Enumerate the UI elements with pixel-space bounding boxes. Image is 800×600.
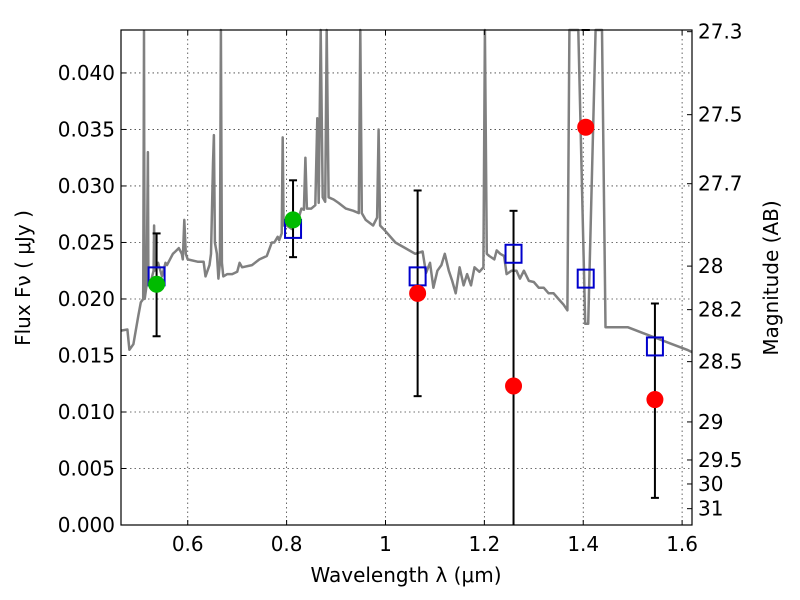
y-tick-label: 0.025 xyxy=(58,230,115,254)
y-tick-label: 0.040 xyxy=(58,61,115,85)
square-marker xyxy=(504,243,523,264)
right-tick-label: 27.7 xyxy=(698,172,743,196)
y-tick-label: 0.000 xyxy=(58,513,115,537)
right-tick-label: 29.5 xyxy=(698,448,743,472)
x-axis-ticks: 0.6 0.8 1 1.2 1.4 1.6 xyxy=(172,30,698,556)
circle-marker xyxy=(577,118,595,136)
circle-marker xyxy=(646,391,664,409)
x-tick-label: 1 xyxy=(379,532,392,556)
y-tick-label: 0.035 xyxy=(58,117,115,141)
x-tick-label: 0.8 xyxy=(271,532,303,556)
circle-marker xyxy=(284,211,302,229)
circle-marker xyxy=(505,377,523,395)
square-marker xyxy=(645,336,664,357)
x-tick-label: 1.2 xyxy=(468,532,500,556)
circle-marker xyxy=(148,275,166,293)
y-tick-label: 0.010 xyxy=(58,400,115,424)
right-tick-label: 28 xyxy=(698,254,723,278)
y-tick-label: 0.030 xyxy=(58,174,115,198)
right-axis-label: Magnitude (AB) xyxy=(759,200,783,355)
plot-frame xyxy=(120,29,693,526)
right-tick-label: 28.2 xyxy=(698,298,743,322)
x-tick-label: 1.4 xyxy=(567,532,599,556)
y-tick-label: 0.015 xyxy=(58,343,115,367)
x-tick-label: 0.6 xyxy=(172,532,204,556)
circle-marker xyxy=(409,284,427,302)
right-tick-label: 31 xyxy=(698,497,723,521)
right-tick-label: 29 xyxy=(698,410,723,434)
right-tick-label: 30 xyxy=(698,472,723,496)
gridlines xyxy=(121,30,692,526)
data-markers xyxy=(147,118,664,409)
right-tick-label: 28.5 xyxy=(698,350,743,374)
spectrum-line xyxy=(120,28,693,354)
square-marker xyxy=(576,268,595,289)
x-tick-label: 1.6 xyxy=(666,532,698,556)
model-spectrum xyxy=(120,28,693,354)
y-axis-label: Flux Fν ( μJy ) xyxy=(11,210,35,346)
y-axis-ticks: 0.000 0.005 0.010 0.015 0.020 0.025 0.030 0.035… xyxy=(58,61,126,537)
y-tick-label: 0.020 xyxy=(58,287,115,311)
y-tick-label: 0.005 xyxy=(58,456,115,480)
right-tick-label: 27.3 xyxy=(698,20,743,44)
x-axis-label: Wavelength λ (μm) xyxy=(310,563,501,587)
right-tick-label: 27.5 xyxy=(698,103,743,127)
